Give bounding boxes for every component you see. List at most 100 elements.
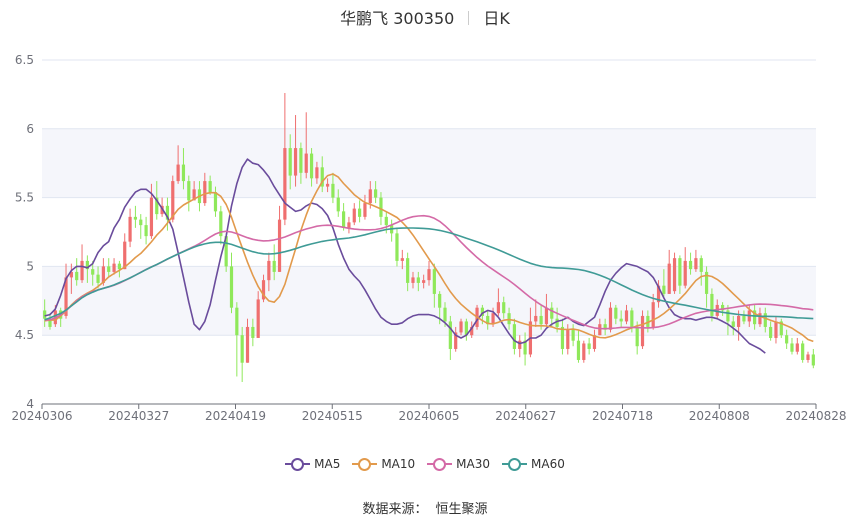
legend-label: MA10 xyxy=(381,457,416,471)
candle-body xyxy=(203,181,207,204)
y-tick-label: 6 xyxy=(26,122,34,136)
candle-body xyxy=(267,260,271,281)
candle xyxy=(550,302,554,327)
candle-body xyxy=(117,263,122,270)
candle xyxy=(229,252,234,314)
candle xyxy=(171,175,175,223)
candle xyxy=(688,252,693,275)
candle xyxy=(133,205,138,228)
candle-body xyxy=(640,315,645,347)
candle-body xyxy=(630,310,634,327)
candle xyxy=(363,194,367,220)
candle xyxy=(523,332,527,366)
x-tick-label: 20240627 xyxy=(495,409,556,423)
candle-body xyxy=(448,321,452,349)
candle xyxy=(769,321,773,341)
candle-body xyxy=(75,271,79,281)
candle xyxy=(422,274,426,289)
legend-item-ma30[interactable]: MA30 xyxy=(427,457,490,471)
candle xyxy=(502,296,506,319)
candles-group xyxy=(43,93,815,382)
candle xyxy=(283,93,287,226)
candle-body xyxy=(470,326,474,336)
candle-body xyxy=(293,148,298,176)
candle-body xyxy=(432,269,436,294)
chart-subtitle[interactable]: 日K xyxy=(483,9,510,28)
x-tick-label: 20240419 xyxy=(205,409,266,423)
candle-body xyxy=(91,269,95,275)
candle-body xyxy=(656,285,661,303)
candle xyxy=(69,263,73,294)
legend-item-ma5[interactable]: MA5 xyxy=(285,457,340,471)
candle-body xyxy=(720,304,725,311)
candle-body xyxy=(176,164,180,182)
candle-body xyxy=(779,321,783,336)
candle-body xyxy=(438,293,442,308)
candle-body xyxy=(806,354,810,360)
candle-body xyxy=(128,216,132,242)
candle-body xyxy=(662,285,666,294)
candle-body xyxy=(742,315,746,322)
candle-body xyxy=(80,260,84,281)
candle xyxy=(571,324,575,347)
y-tick-label: 5 xyxy=(26,259,34,273)
candle xyxy=(811,348,815,369)
candle xyxy=(534,299,538,327)
candle xyxy=(219,205,223,245)
candle-body xyxy=(603,324,607,330)
candle xyxy=(128,208,132,248)
candle-body xyxy=(48,318,52,327)
legend-marker xyxy=(427,457,453,471)
candle xyxy=(592,329,597,352)
candle-body xyxy=(240,335,244,363)
candle xyxy=(801,340,805,363)
y-tick-label: 4 xyxy=(26,397,34,411)
candle-body xyxy=(769,326,773,338)
candle-body xyxy=(213,192,218,212)
candle xyxy=(662,269,666,297)
candle xyxy=(603,318,607,336)
candle-body xyxy=(550,307,554,319)
candle-body xyxy=(592,335,597,349)
candle xyxy=(80,244,84,283)
candle-body xyxy=(245,326,250,363)
x-tick-label: 20240828 xyxy=(785,409,846,423)
candle-body xyxy=(309,153,314,179)
candle-body xyxy=(64,277,68,316)
candle-body xyxy=(155,197,159,215)
candle xyxy=(390,219,394,242)
candle xyxy=(544,293,549,327)
candle-body xyxy=(229,266,234,308)
candle xyxy=(309,148,314,187)
candle-body xyxy=(112,263,116,272)
legend-marker xyxy=(502,457,528,471)
candle xyxy=(48,313,52,330)
candle-body xyxy=(358,208,362,217)
candle-body xyxy=(384,216,388,226)
candle-body xyxy=(571,329,575,341)
candle xyxy=(117,260,122,278)
legend-item-ma10[interactable]: MA10 xyxy=(352,457,415,471)
candle xyxy=(187,175,191,212)
candle-body xyxy=(101,266,105,283)
candle xyxy=(341,203,346,231)
candle xyxy=(315,161,319,184)
candle xyxy=(758,307,762,327)
candle-body xyxy=(646,315,650,327)
legend-label: MA60 xyxy=(531,457,565,471)
candle xyxy=(235,302,239,377)
legend-item-ma60[interactable]: MA60 xyxy=(502,457,565,471)
candle-body xyxy=(753,310,757,325)
candle-body xyxy=(336,197,340,212)
candle-body xyxy=(251,326,255,338)
candle-body xyxy=(288,148,292,176)
candle-body xyxy=(261,280,266,300)
candle xyxy=(753,304,757,330)
candle xyxy=(619,310,623,327)
candle-body xyxy=(416,277,420,283)
candle xyxy=(400,249,404,270)
candle-body xyxy=(299,148,303,173)
candle xyxy=(85,255,89,283)
candle xyxy=(763,307,767,333)
candle-body xyxy=(107,266,111,272)
